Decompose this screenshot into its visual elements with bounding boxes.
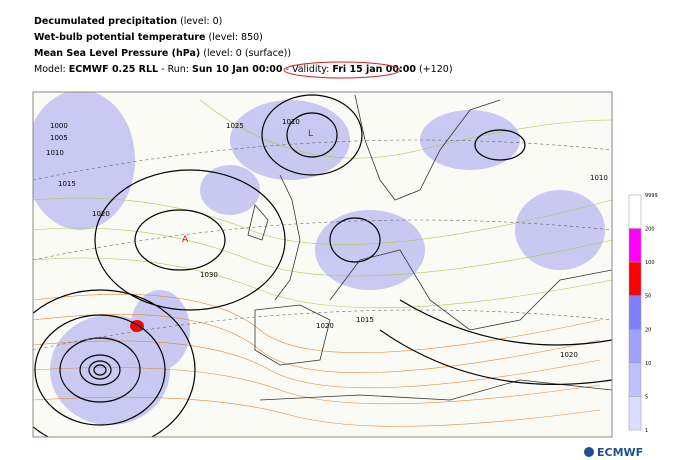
colorbar-label: 20	[645, 327, 651, 333]
isobars	[33, 94, 612, 437]
colorbar-segment	[628, 228, 642, 263]
colorbar-label: 9999	[645, 193, 658, 199]
wbpt-warm	[33, 294, 601, 427]
model-line: Model: ECMWF 0.25 RLL - Run: Sun 10 Jan …	[34, 62, 453, 78]
colorbar-label: 5	[645, 394, 648, 400]
colorbar-segment	[628, 362, 642, 397]
header-line: Wet-bulb potential temperature (level: 8…	[34, 30, 453, 46]
isobar-label: L	[308, 129, 313, 139]
isobar-label: 1010	[46, 149, 64, 157]
colorbar: 9999 200 100 50 20 10 5 1	[628, 193, 658, 434]
map-labels: 1000 1005 1010 1015 1020 1025 1030 1010 L A 1015 10…	[46, 118, 608, 359]
isobar-label: 1010	[282, 118, 300, 126]
isobar-label: 1005	[50, 134, 68, 142]
field-level: (level: 850)	[205, 32, 263, 43]
colorbar-segment	[628, 261, 642, 296]
forecast-step: (+120)	[416, 64, 453, 75]
field-name: Wet-bulb potential temperature	[34, 32, 206, 43]
logo-text: ECMWF	[597, 446, 643, 459]
colorbar-label: 200	[645, 227, 655, 233]
colorbar-segment	[628, 194, 642, 229]
isobar-label: 1015	[356, 316, 374, 324]
colorbar-label: 50	[645, 294, 651, 300]
header: Decumulated precipitation (level: 0) Wet…	[34, 14, 453, 78]
field-level: (level: 0 (surface))	[200, 48, 292, 59]
map-frame	[32, 91, 613, 438]
logo-mark	[584, 447, 594, 457]
logo: ECMWF	[584, 446, 643, 459]
colorbar-label: 100	[645, 260, 655, 266]
colorbar-label: 10	[645, 361, 651, 367]
highlight-ring	[283, 61, 401, 79]
field-name: Decumulated precipitation	[34, 16, 178, 27]
validity-prefix: - Validity:	[282, 64, 333, 75]
colorbar-segment	[628, 329, 642, 364]
run-time: Sun 10 Jan 00:00	[192, 64, 283, 75]
field-level: (level: 0)	[177, 16, 223, 27]
isobar-label: 1025	[226, 122, 244, 130]
isobar-label: 1000	[50, 122, 68, 130]
header-line: Decumulated precipitation (level: 0)	[34, 14, 453, 30]
colorbar-segment	[628, 295, 642, 330]
isobar-label: 1030	[200, 271, 218, 279]
coastline	[247, 94, 612, 401]
model-name: ECMWF 0.25 RLL	[68, 64, 159, 75]
map: 1000 1005 1010 1015 1020 1025 1030 1010 L A 1015 10…	[33, 92, 612, 437]
isobar-label: 1020	[560, 351, 578, 359]
colorbar-segment	[628, 396, 642, 431]
model-prefix: Model:	[34, 64, 69, 75]
run-prefix: - Run:	[158, 64, 193, 75]
wbpt-cold	[33, 99, 612, 309]
graticule	[33, 139, 612, 351]
isobar-label: 1020	[92, 210, 110, 218]
header-line: Mean Sea Level Pressure (hPa) (level: 0 …	[34, 46, 453, 62]
colorbar-label: 1	[645, 428, 648, 434]
isobar-label: 1020	[316, 322, 334, 330]
validity-time: Fri 15 jan 00:00	[332, 64, 416, 75]
field-name: Mean Sea Level Pressure (hPa)	[34, 48, 201, 59]
isobar-label: A	[182, 235, 189, 245]
isobar-label: 1015	[58, 180, 76, 188]
isobar-label: 1010	[590, 174, 608, 182]
